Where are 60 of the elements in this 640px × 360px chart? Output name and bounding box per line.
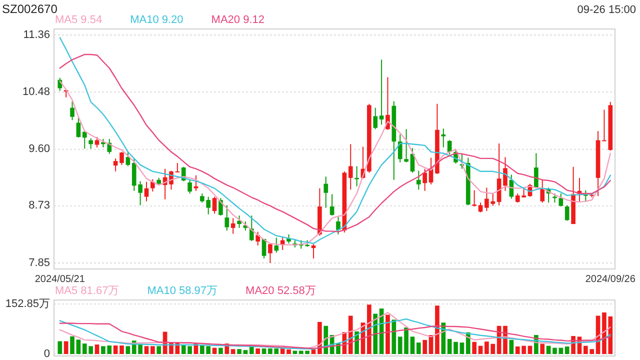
bar bbox=[546, 346, 551, 354]
bar bbox=[509, 340, 514, 354]
bar bbox=[540, 344, 545, 354]
bar bbox=[64, 341, 68, 354]
y-tick-label: 10.48 bbox=[22, 86, 50, 98]
chart-title: SZ002670 bbox=[2, 2, 58, 16]
bar bbox=[564, 346, 570, 354]
bar bbox=[237, 349, 242, 354]
bar bbox=[70, 336, 74, 354]
bar bbox=[120, 345, 124, 354]
bar bbox=[416, 342, 421, 354]
bar bbox=[292, 350, 298, 354]
bar bbox=[76, 340, 81, 354]
y-tick-label: 9.60 bbox=[28, 143, 50, 156]
bar bbox=[156, 346, 162, 354]
text: MA20 52.58万 bbox=[246, 285, 316, 297]
bar bbox=[262, 348, 266, 354]
bar bbox=[373, 314, 378, 354]
bar bbox=[447, 338, 452, 354]
bar bbox=[478, 346, 483, 354]
line-series bbox=[59, 318, 612, 350]
text: MA5 81.67万 bbox=[55, 285, 120, 297]
bar bbox=[150, 346, 155, 354]
bar bbox=[435, 306, 440, 354]
bar bbox=[410, 336, 415, 354]
bar bbox=[552, 348, 557, 354]
bar bbox=[144, 346, 149, 354]
bar bbox=[94, 344, 100, 354]
bar bbox=[256, 348, 260, 354]
bar bbox=[280, 348, 285, 354]
bar bbox=[311, 349, 316, 354]
bar bbox=[472, 342, 476, 354]
text: MA5 9.54 bbox=[55, 14, 102, 26]
bar bbox=[318, 322, 322, 354]
y-tick-label: 152.85万 bbox=[5, 298, 50, 310]
text: MA20 9.12 bbox=[211, 14, 264, 26]
bar bbox=[392, 320, 396, 354]
bar bbox=[286, 349, 291, 354]
bar bbox=[218, 348, 223, 354]
y-tick-label: 7.85 bbox=[28, 256, 50, 269]
x-tick-label: 2024/09/26 bbox=[585, 274, 636, 285]
bar bbox=[454, 342, 458, 354]
bar bbox=[367, 304, 372, 354]
bar bbox=[58, 341, 62, 354]
bar bbox=[528, 346, 532, 354]
bar bbox=[386, 314, 390, 354]
y-tick-label: 11.36 bbox=[23, 28, 50, 41]
bar bbox=[113, 345, 118, 354]
bar bbox=[422, 340, 428, 354]
bar bbox=[460, 342, 464, 354]
y-tick-label: 0 bbox=[44, 348, 50, 360]
bar bbox=[230, 349, 236, 354]
x-tick-label: 2024/05/21 bbox=[34, 274, 86, 285]
text: MA10 9.20 bbox=[130, 14, 184, 26]
text: MA10 58.97万 bbox=[147, 285, 218, 297]
bar bbox=[126, 346, 130, 354]
text: 09-26 15:00 bbox=[577, 4, 636, 16]
y-tick-label: 8.73 bbox=[28, 200, 50, 212]
line-series bbox=[59, 322, 612, 350]
bar bbox=[243, 350, 248, 354]
